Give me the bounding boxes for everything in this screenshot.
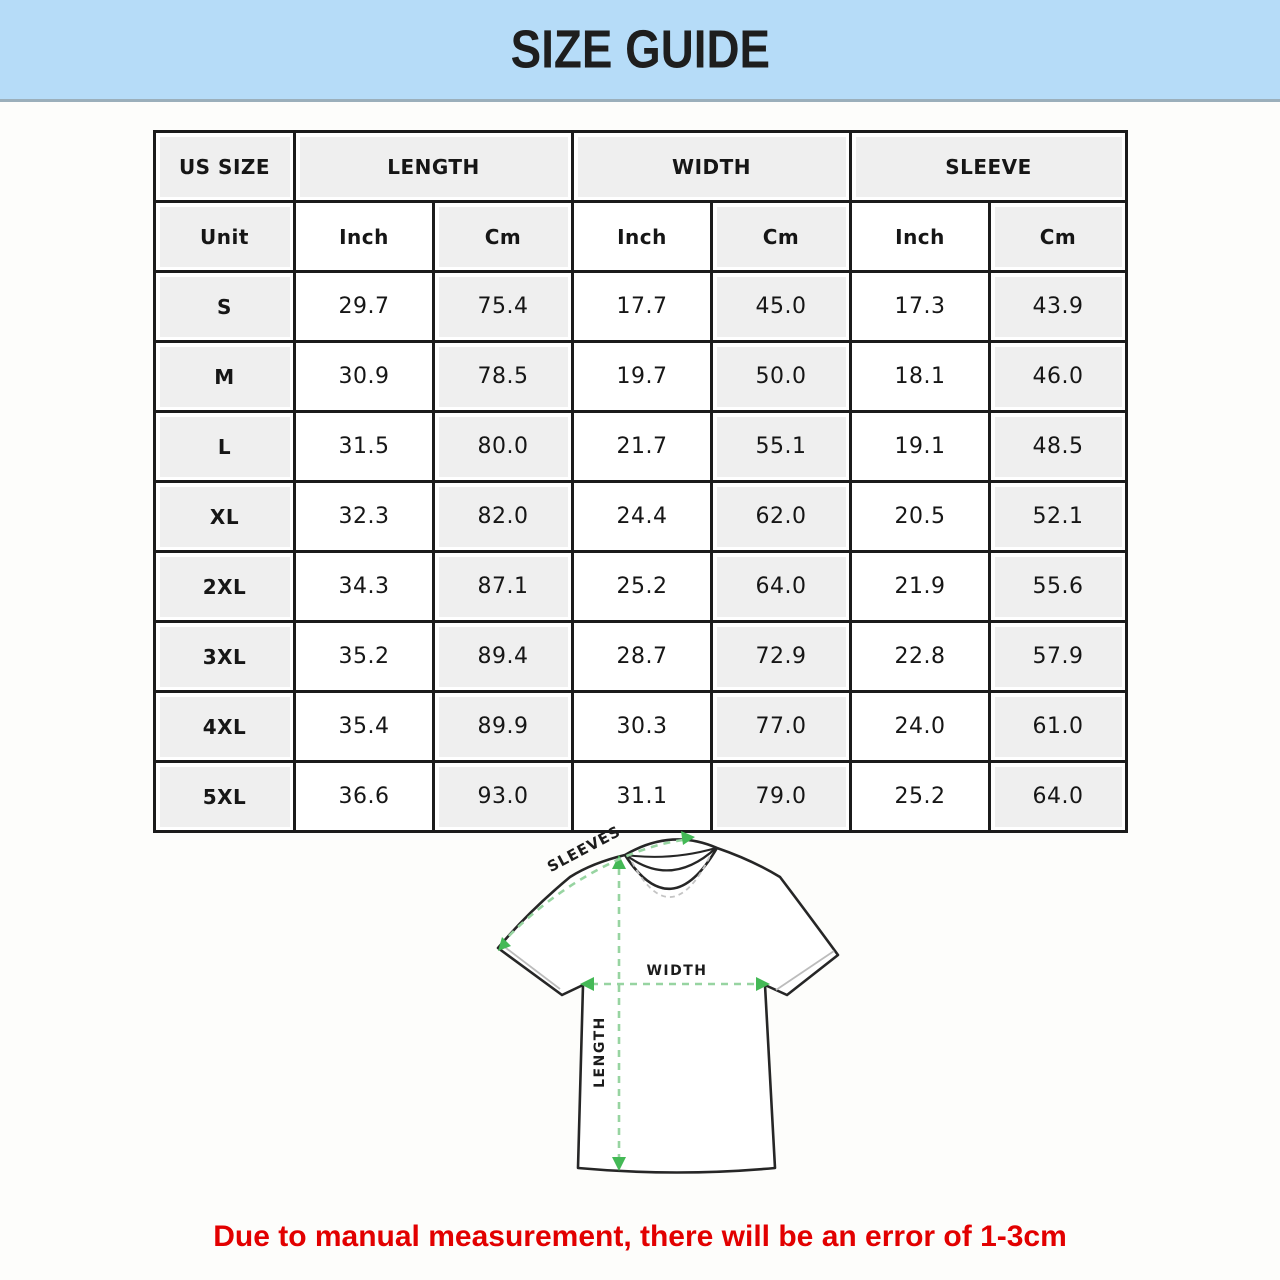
value-cell: 20.5	[849, 480, 992, 553]
table-row: 4XL 35.4 89.9 30.3 77.0 24.0 61.0	[153, 690, 1129, 763]
value-cell: 87.1	[432, 550, 574, 623]
table-row: L 31.5 80.0 21.7 55.1 19.1 48.5	[153, 410, 1129, 483]
value-cell: 31.5	[293, 410, 435, 483]
table-row: S 29.7 75.4 17.7 45.0 17.3 43.9	[153, 270, 1129, 343]
value-cell: 30.9	[293, 340, 435, 413]
col-header-length: LENGTH	[293, 130, 574, 203]
right-sleeve-stitch	[775, 950, 835, 991]
unit-length-cm: Cm	[432, 200, 574, 273]
size-table: US SIZE LENGTH WIDTH SLEEVE Unit Inch Cm…	[153, 130, 1129, 833]
value-cell: 17.7	[571, 270, 713, 343]
value-cell: 25.2	[849, 760, 992, 833]
value-cell: 89.9	[432, 690, 574, 763]
size-label: L	[153, 410, 296, 483]
table-row: M 30.9 78.5 19.7 50.0 18.1 46.0	[153, 340, 1129, 413]
table-group-header-row: US SIZE LENGTH WIDTH SLEEVE	[153, 130, 1129, 203]
value-cell: 75.4	[432, 270, 574, 343]
value-cell: 82.0	[432, 480, 574, 553]
value-cell: 80.0	[432, 410, 574, 483]
value-cell: 89.4	[432, 620, 574, 693]
col-header-us-size: US SIZE	[153, 130, 296, 203]
value-cell: 25.2	[571, 550, 713, 623]
length-arrow-down-icon	[612, 1157, 626, 1171]
value-cell: 55.1	[709, 410, 853, 483]
unit-width-cm: Cm	[709, 200, 853, 273]
value-cell: 22.8	[849, 620, 992, 693]
size-label: XL	[153, 480, 296, 553]
value-cell: 28.7	[571, 620, 713, 693]
value-cell: 21.9	[849, 550, 992, 623]
col-header-width: WIDTH	[570, 130, 853, 203]
value-cell: 32.3	[293, 480, 435, 553]
measurement-disclaimer: Due to manual measurement, there will be…	[213, 1220, 1067, 1253]
value-cell: 64.0	[988, 760, 1129, 833]
value-cell: 19.7	[571, 340, 713, 413]
size-label: 2XL	[153, 550, 296, 623]
value-cell: 79.0	[709, 760, 853, 833]
tshirt-outline	[496, 838, 840, 1174]
value-cell: 24.4	[571, 480, 713, 553]
value-cell: 24.0	[849, 690, 992, 763]
table-row: 3XL 35.2 89.4 28.7 72.9 22.8 57.9	[153, 620, 1129, 693]
value-cell: 43.9	[988, 270, 1129, 343]
value-cell: 77.0	[709, 690, 853, 763]
value-cell: 35.2	[293, 620, 435, 693]
size-label: 3XL	[153, 620, 296, 693]
unit-length-inch: Inch	[293, 200, 435, 273]
value-cell: 17.3	[849, 270, 992, 343]
value-cell: 30.3	[571, 690, 713, 763]
value-cell: 61.0	[988, 690, 1129, 763]
value-cell: 55.6	[988, 550, 1129, 623]
size-label: 4XL	[153, 690, 296, 763]
width-arrow-right-icon	[756, 977, 770, 991]
sleeves-arrow-right-icon	[681, 831, 695, 845]
value-cell: 72.9	[709, 620, 853, 693]
tshirt-measurement-diagram: SLEEVES WIDTH LENGTH	[496, 822, 840, 1174]
value-cell: 46.0	[988, 340, 1129, 413]
unit-sleeve-inch: Inch	[849, 200, 992, 273]
title-banner: SIZE GUIDE	[0, 0, 1280, 102]
value-cell: 48.5	[988, 410, 1129, 483]
value-cell: 19.1	[849, 410, 992, 483]
value-cell: 31.1	[571, 760, 713, 833]
value-cell: 57.9	[988, 620, 1129, 693]
page-title: SIZE GUIDE	[510, 19, 770, 80]
value-cell: 34.3	[293, 550, 435, 623]
value-cell: 21.7	[571, 410, 713, 483]
value-cell: 35.4	[293, 690, 435, 763]
value-cell: 62.0	[709, 480, 853, 553]
size-label: S	[153, 270, 296, 343]
collar-rib-line-1	[625, 847, 717, 858]
table-row: 2XL 34.3 87.1 25.2 64.0 21.9 55.6	[153, 550, 1129, 623]
collar-rib-line-2	[625, 847, 717, 872]
unit-width-inch: Inch	[571, 200, 713, 273]
table-unit-row: Unit Inch Cm Inch Cm Inch Cm	[153, 200, 1129, 273]
table-row: 5XL 36.6 93.0 31.1 79.0 25.2 64.0	[153, 760, 1129, 833]
unit-sleeve-cm: Cm	[988, 200, 1129, 273]
value-cell: 50.0	[709, 340, 853, 413]
value-cell: 18.1	[849, 340, 992, 413]
size-label: 5XL	[153, 760, 296, 833]
value-cell: 52.1	[988, 480, 1129, 553]
col-header-sleeve: SLEEVE	[849, 130, 1129, 203]
width-label: WIDTH	[646, 963, 707, 979]
sleeves-arrow-left-icon	[498, 937, 511, 951]
value-cell: 36.6	[293, 760, 435, 833]
value-cell: 93.0	[432, 760, 574, 833]
collar-back-seam	[631, 855, 711, 898]
length-label: LENGTH	[592, 1016, 608, 1088]
size-label: M	[153, 340, 296, 413]
collar-neckline	[623, 847, 719, 891]
value-cell: 45.0	[709, 270, 853, 343]
table-row: XL 32.3 82.0 24.4 62.0 20.5 52.1	[153, 480, 1129, 553]
value-cell: 29.7	[293, 270, 435, 343]
width-arrow-left-icon	[580, 977, 594, 991]
length-arrow-up-icon	[612, 855, 626, 869]
left-sleeve-stitch	[501, 944, 561, 990]
value-cell: 64.0	[709, 550, 853, 623]
value-cell: 78.5	[432, 340, 574, 413]
unit-label: Unit	[153, 200, 296, 273]
